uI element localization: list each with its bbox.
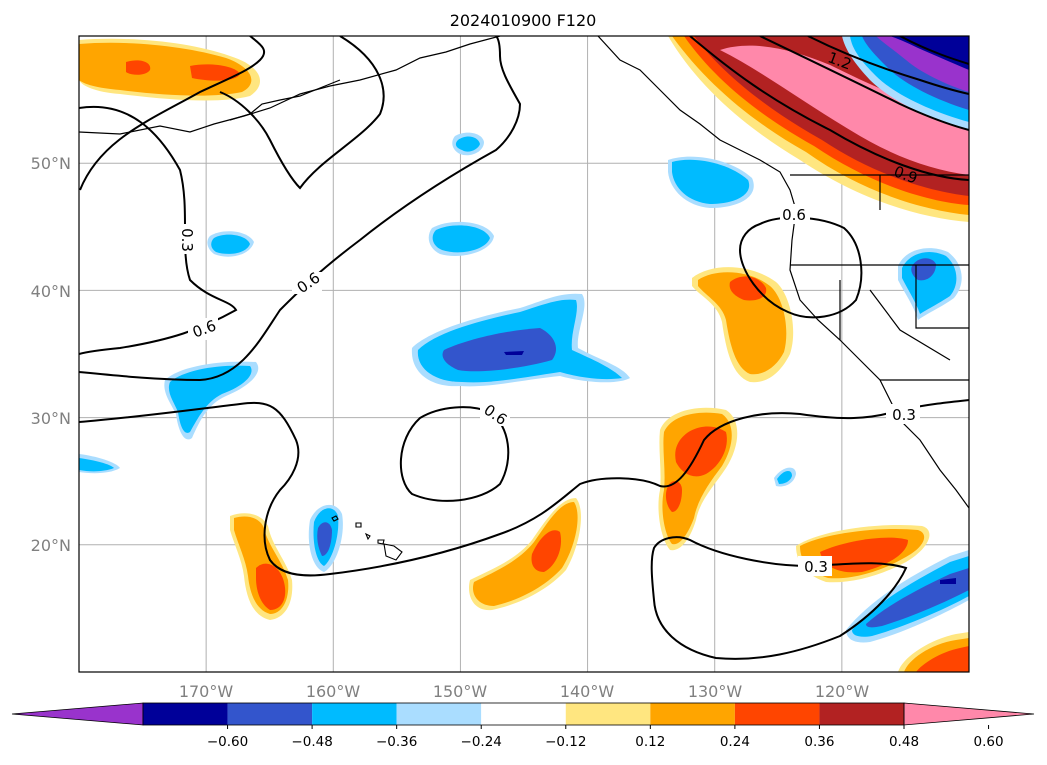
colorbar-extend-low bbox=[11, 702, 144, 726]
colorbar-segment bbox=[565, 703, 651, 725]
map-panel: 1.2 0.9 0.6 0.3 0.6 0.6 0.6 0.3 0.3 bbox=[79, 36, 969, 672]
colorbar-segment bbox=[481, 703, 566, 725]
colorbar-tick-label: −0.24 bbox=[461, 734, 502, 750]
colorbar-frame bbox=[142, 702, 905, 726]
colorbar-tick-label: −0.48 bbox=[291, 734, 332, 750]
map-frame bbox=[78, 35, 970, 673]
lat-tick-label: 30°N bbox=[31, 409, 71, 428]
negative-areas bbox=[79, 132, 969, 643]
colorbar-tick-label: 0.60 bbox=[974, 734, 1004, 750]
contour-label: 0.3 bbox=[804, 558, 828, 576]
colorbar-tick-label: −0.60 bbox=[207, 734, 248, 750]
figure-title: 2024010900 F120 bbox=[450, 11, 597, 30]
colorbar-segment bbox=[396, 703, 482, 725]
lat-tick-label: 40°N bbox=[31, 282, 71, 301]
colorbar-tick-label: 0.24 bbox=[720, 734, 750, 750]
lon-tick-label: 130°W bbox=[688, 682, 743, 701]
colorbar-tick-label: −0.36 bbox=[376, 734, 417, 750]
lon-tick-label: 140°W bbox=[560, 682, 615, 701]
colorbar-tick-label: 0.12 bbox=[635, 734, 665, 750]
colorbar-segment bbox=[734, 703, 820, 725]
colorbar-segment bbox=[312, 703, 397, 725]
lon-tick-label: 170°W bbox=[179, 682, 234, 701]
lon-tick-label: 160°W bbox=[306, 682, 361, 701]
lon-tick-label: 150°W bbox=[433, 682, 488, 701]
lon-tick-label: 120°W bbox=[815, 682, 870, 701]
contour-label: 0.6 bbox=[782, 206, 806, 224]
colorbar-tick-label: −0.12 bbox=[545, 734, 586, 750]
positive-areas bbox=[230, 267, 969, 672]
lon-tick-labels: 170°W 160°W 150°W 140°W 130°W 120°W bbox=[179, 682, 870, 701]
colorbar-extend-high bbox=[903, 702, 1035, 726]
lat-tick-label: 20°N bbox=[31, 536, 71, 555]
colorbar-segment bbox=[143, 703, 228, 725]
contour-lines bbox=[79, 36, 969, 660]
colorbar-tick-label: 0.36 bbox=[804, 734, 834, 750]
contour-labels: 1.2 0.9 0.6 0.3 0.6 0.6 0.6 0.3 0.3 bbox=[172, 48, 920, 576]
colorbar-segment bbox=[650, 703, 735, 725]
colorbar-segment bbox=[227, 703, 313, 725]
lat-tick-label: 50°N bbox=[31, 154, 71, 173]
colorbar-segment bbox=[819, 703, 904, 725]
colorbar-tick-label: 0.48 bbox=[889, 734, 919, 750]
hawaiian-islands bbox=[331, 515, 403, 561]
lat-tick-labels: 50°N 40°N 30°N 20°N bbox=[31, 154, 71, 555]
contour-label: 0.3 bbox=[178, 228, 196, 252]
contour-label: 0.3 bbox=[892, 406, 916, 424]
colorbar: −0.60 −0.48 −0.36 −0.24 −0.12 0.12 0.24 0.36 0.4… bbox=[11, 702, 1035, 750]
